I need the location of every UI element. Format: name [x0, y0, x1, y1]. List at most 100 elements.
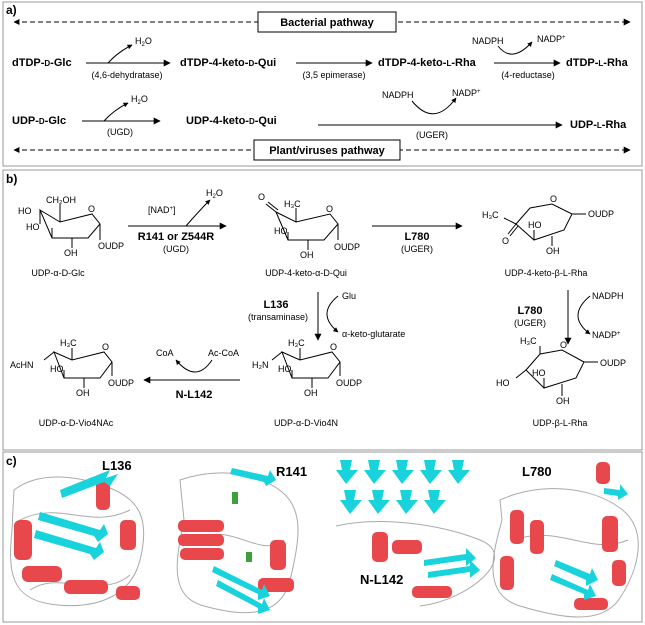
svg-text:OH: OH — [76, 388, 90, 398]
enzyme-epimerase: (3,5 epimerase) — [302, 70, 365, 80]
panel-b: b) CH₂OH O HO HO OH OUDP UDP-α-D-Glc [NA… — [2, 169, 643, 451]
compound-dtdp-l-rha: dTDP-L-Rha — [566, 57, 629, 69]
coa-label: CoA — [156, 348, 174, 358]
compound-dtdp-d-glc: dTDP-D-Glc — [12, 57, 72, 69]
svg-text:O: O — [102, 342, 109, 352]
arrow-h2o-release-1 — [107, 44, 133, 64]
accoa-label: Ac-CoA — [208, 348, 239, 358]
panel-b-frame — [2, 169, 643, 451]
nadp-label-1: NADP+ — [537, 34, 566, 44]
svg-text:HO: HO — [532, 368, 546, 378]
nadph-label-1: NADPH — [472, 36, 504, 46]
svg-text:HO: HO — [50, 364, 64, 374]
svg-text:OH: OH — [300, 250, 314, 260]
svg-text:OH: OH — [64, 248, 78, 258]
svg-text:H₃C: H₃C — [482, 210, 499, 220]
enzyme-uger-top: (UGER) — [401, 244, 433, 254]
panel-a: a) Bacterial pathway dTDP-D-Glc dTDP-4-k… — [2, 1, 643, 167]
structure-udp-vio4nac: H₃C O AcHN HO OH OUDP — [10, 338, 134, 398]
protein-l780-render — [492, 462, 639, 618]
svg-text:O: O — [88, 204, 95, 214]
svg-text:HO: HO — [26, 222, 40, 232]
protein-r141-render — [176, 468, 299, 614]
enzyme-uger-right: (UGER) — [514, 318, 546, 328]
compound-udp-keto-d-qui: UDP-4-keto-D-Qui — [186, 115, 277, 127]
enzyme-l780-right: L780 — [517, 305, 542, 317]
svg-text:H₃C: H₃C — [60, 338, 77, 348]
enzyme-r141-z544r: R141 or Z544R — [138, 231, 214, 243]
arrow-glu-curve — [326, 295, 339, 333]
svg-text:HO: HO — [496, 378, 510, 388]
enzyme-b-ugd: (UGD) — [163, 244, 189, 254]
name-udp-keto-qui: UDP-4-keto-α-D-Qui — [265, 268, 347, 278]
nadph-label-b: NADPH — [592, 291, 624, 301]
arrow-nadph-curve-1 — [497, 41, 533, 55]
enzyme-reductase: (4-reductase) — [501, 70, 555, 80]
structure-udp-rha: H₃C O HO HO OH OUDP — [496, 336, 626, 406]
panel-a-letter: a) — [6, 3, 17, 17]
plant-pathway-label: Plant/viruses pathway — [269, 145, 385, 157]
nadp-label-b: NADP+ — [592, 330, 621, 340]
structure-udp-keto-rha: O H₃C O HO OH OUDP — [482, 194, 614, 256]
name-udp-vio4nac: UDP-α-D-Vio4NAc — [39, 418, 114, 428]
svg-text:OUDP: OUDP — [600, 358, 626, 368]
h2o-label-b: H2O — [206, 188, 223, 200]
svg-text:HO: HO — [278, 364, 292, 374]
h2o-label-1: H2O — [135, 36, 152, 48]
panel-c: c) L136 — [2, 451, 643, 623]
structure-udp-keto-qui: H₃C O O HO OH OUDP — [258, 192, 360, 260]
compound-dtdp-keto-l-rha: dTDP-4-keto-L-Rha — [378, 57, 477, 69]
bacterial-pathway-label: Bacterial pathway — [280, 17, 374, 29]
svg-text:OH: OH — [304, 388, 318, 398]
svg-text:OUDP: OUDP — [108, 378, 134, 388]
svg-text:AcHN: AcHN — [10, 360, 34, 370]
arrow-nadph-curve-2 — [411, 97, 457, 115]
enzyme-l136: L136 — [263, 299, 288, 311]
nadph-label-2: NADPH — [382, 90, 414, 100]
protein-nl142-render — [335, 460, 495, 607]
structure-udp-glc: CH₂OH O HO HO OH OUDP — [18, 195, 124, 258]
svg-text:O: O — [326, 204, 333, 214]
svg-text:CH₂OH: CH₂OH — [46, 195, 76, 205]
panel-c-letter: c) — [6, 454, 17, 468]
svg-text:OUDP: OUDP — [588, 209, 614, 219]
panel-b-letter: b) — [6, 172, 17, 186]
enzyme-dehydratase: (4,6-dehydratase) — [91, 70, 162, 80]
svg-text:HO: HO — [18, 206, 32, 216]
protein-l136-render — [10, 470, 145, 607]
svg-text:H₃C: H₃C — [284, 199, 301, 209]
svg-text:OUDP: OUDP — [336, 378, 362, 388]
glu-label: Glu — [342, 291, 356, 301]
svg-text:H₃C: H₃C — [288, 338, 305, 348]
enzyme-nl142: N-L142 — [176, 389, 213, 401]
enzyme-uger: (UGER) — [416, 130, 448, 140]
svg-text:HO: HO — [528, 220, 542, 230]
name-udp-keto-rha: UDP-4-keto-β-L-Rha — [505, 268, 588, 278]
svg-text:OH: OH — [546, 246, 560, 256]
nadp-label-2: NADP+ — [452, 88, 481, 98]
svg-text:O: O — [550, 194, 557, 204]
structure-udp-vio4n: H₃C O H₂N HO OH OUDP — [252, 338, 362, 398]
label-protein-r141: R141 — [276, 464, 307, 479]
arrow-b-h2o — [185, 199, 211, 227]
arrow-h2o-release-2 — [103, 102, 129, 122]
akg-label: α-keto-glutarate — [342, 329, 405, 339]
svg-text:H₂N: H₂N — [252, 360, 269, 370]
name-udp-rha: UDP-β-L-Rha — [533, 418, 588, 428]
svg-text:O: O — [502, 236, 509, 246]
nad-label: [NAD+] — [148, 205, 176, 215]
enzyme-ugd: (UGD) — [107, 127, 133, 137]
arrow-nadph-curve-b — [577, 295, 591, 335]
label-protein-l136: L136 — [102, 458, 132, 473]
arrow-accoa-curve — [175, 359, 213, 373]
compound-udp-l-rha: UDP-L-Rha — [570, 119, 627, 131]
svg-text:HO: HO — [274, 226, 288, 236]
name-udp-glc: UDP-α-D-Glc — [31, 268, 85, 278]
svg-text:O: O — [258, 192, 265, 202]
h2o-label-2: H2O — [131, 94, 148, 106]
svg-text:O: O — [330, 342, 337, 352]
name-udp-vio4n: UDP-α-D-Vio4N — [274, 418, 338, 428]
svg-text:OUDP: OUDP — [98, 241, 124, 251]
compound-udp-d-glc: UDP-D-Glc — [12, 115, 66, 127]
enzyme-transaminase: (transaminase) — [248, 312, 308, 322]
